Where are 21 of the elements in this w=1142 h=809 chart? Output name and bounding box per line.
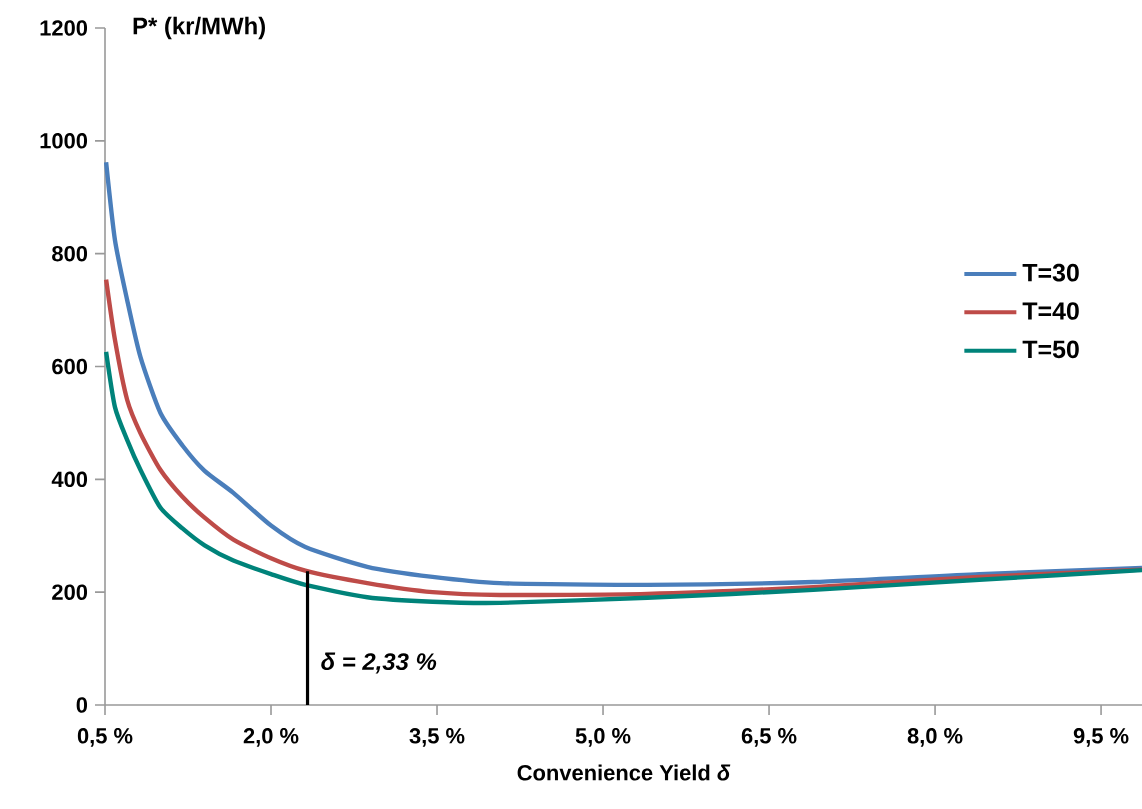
legend-label: T=50 <box>1022 340 1079 359</box>
y-tick-label: 800 <box>52 245 88 262</box>
x-tick-label: 0,5 % <box>77 728 133 747</box>
x-tick-label: 9,5 % <box>1073 728 1129 747</box>
x-tick-label: 8,0 % <box>907 728 963 747</box>
line-series <box>103 160 1142 588</box>
x-tick-label: 5,0 % <box>575 728 631 747</box>
y-axis-title: P* (kr/MWh) <box>133 16 265 40</box>
y-tick-label: 400 <box>51 471 88 488</box>
x-tick-label: 2,0 % <box>243 728 299 747</box>
x-axis-title: Convenience Yield δ <box>517 764 731 781</box>
y-tick-label: 600 <box>52 358 88 375</box>
y-tick-label: 200 <box>52 584 88 600</box>
ref-line-label: δ = 2,33 % <box>321 652 437 674</box>
x-tick-label: 3,5 % <box>409 728 465 747</box>
legend-label: T=30 <box>1022 263 1079 282</box>
legend-label: T=40 <box>1022 302 1079 320</box>
y-tick-label: 1000 <box>40 133 88 149</box>
y-tick-label: 1200 <box>40 20 88 36</box>
x-tick-label: 6,5 % <box>741 728 797 747</box>
y-tick-label: 0 <box>76 697 88 713</box>
